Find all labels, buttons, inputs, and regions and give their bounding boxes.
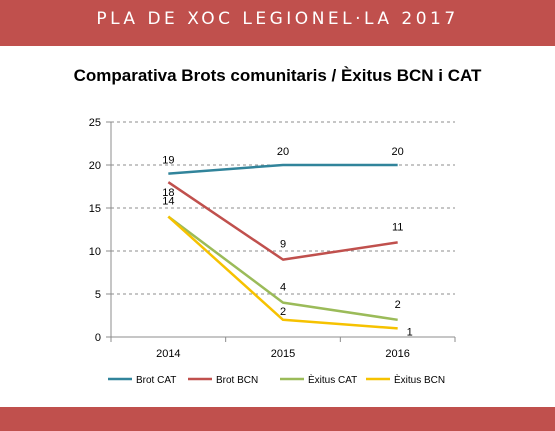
- data-label: 11: [392, 221, 403, 233]
- series-line-3: [167, 215, 398, 322]
- data-label: 14: [162, 196, 174, 208]
- series-line-4: [167, 215, 398, 330]
- data-label: 2: [395, 299, 401, 311]
- header-bar: PLA DE XOC LEGIONEL·LA 2017: [0, 0, 555, 46]
- legend-label-3: Èxitus CAT: [308, 373, 357, 386]
- legend-label-1: Brot CAT: [136, 375, 176, 386]
- y-tick-label: 25: [89, 117, 101, 129]
- page-title: PLA DE XOC LEGIONEL·LA 2017: [96, 9, 459, 29]
- y-tick-label: 0: [95, 332, 101, 344]
- data-label: 20: [277, 146, 289, 158]
- data-label: 20: [392, 146, 404, 158]
- x-tick-label: 2016: [385, 348, 409, 360]
- data-label: 1: [407, 326, 413, 338]
- y-tick-label: 10: [89, 246, 101, 258]
- y-tick-label: 5: [95, 289, 101, 301]
- chart-title: Comparativa Brots comunitaris / Èxitus B…: [73, 66, 482, 85]
- data-label: 18: [162, 187, 174, 199]
- series-line-2: [167, 181, 398, 261]
- data-label: 19: [162, 155, 174, 167]
- data-label: 2: [280, 306, 286, 318]
- data-label: 9: [280, 239, 286, 251]
- y-tick-label: 15: [89, 203, 101, 215]
- legend-label-4: Èxitus BCN: [394, 373, 445, 386]
- x-tick-label: 2014: [156, 348, 180, 360]
- legend-label-2: Brot BCN: [216, 375, 258, 386]
- x-tick-label: 2015: [271, 348, 295, 360]
- data-label: 4: [280, 282, 286, 294]
- series-line-1: [168, 163, 398, 175]
- y-tick-label: 20: [89, 160, 101, 172]
- footer-bar: [0, 407, 555, 431]
